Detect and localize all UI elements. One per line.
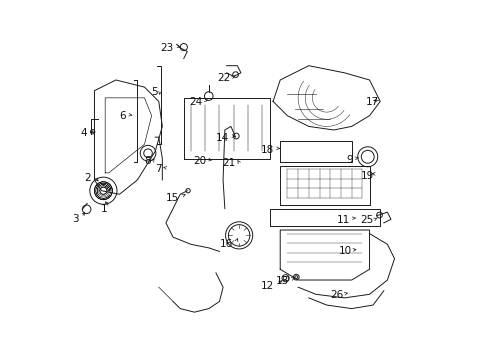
Text: 20: 20 (192, 157, 205, 166)
Text: 17: 17 (365, 97, 378, 107)
Text: 7: 7 (155, 164, 162, 174)
Text: 19: 19 (360, 171, 373, 181)
Text: 2: 2 (84, 173, 91, 183)
Text: 10: 10 (338, 247, 351, 256)
Text: 26: 26 (330, 290, 343, 300)
Text: 24: 24 (189, 97, 202, 107)
Text: 4: 4 (80, 128, 86, 138)
Text: 12: 12 (260, 282, 273, 292)
Text: 8: 8 (144, 157, 151, 166)
Text: 5: 5 (150, 87, 157, 98)
Text: 22: 22 (217, 73, 230, 83)
Text: 9: 9 (346, 155, 352, 165)
Text: 21: 21 (222, 158, 235, 168)
Text: 14: 14 (216, 133, 229, 143)
Text: 13: 13 (275, 276, 288, 286)
Text: 11: 11 (336, 215, 349, 225)
Text: 1: 1 (100, 204, 107, 214)
Text: 16: 16 (220, 239, 233, 249)
Text: 15: 15 (165, 193, 179, 203)
Text: 25: 25 (360, 215, 373, 225)
Text: 23: 23 (160, 43, 173, 53)
Text: 3: 3 (72, 214, 79, 224)
Text: 18: 18 (260, 145, 273, 155)
Text: 6: 6 (119, 111, 125, 121)
